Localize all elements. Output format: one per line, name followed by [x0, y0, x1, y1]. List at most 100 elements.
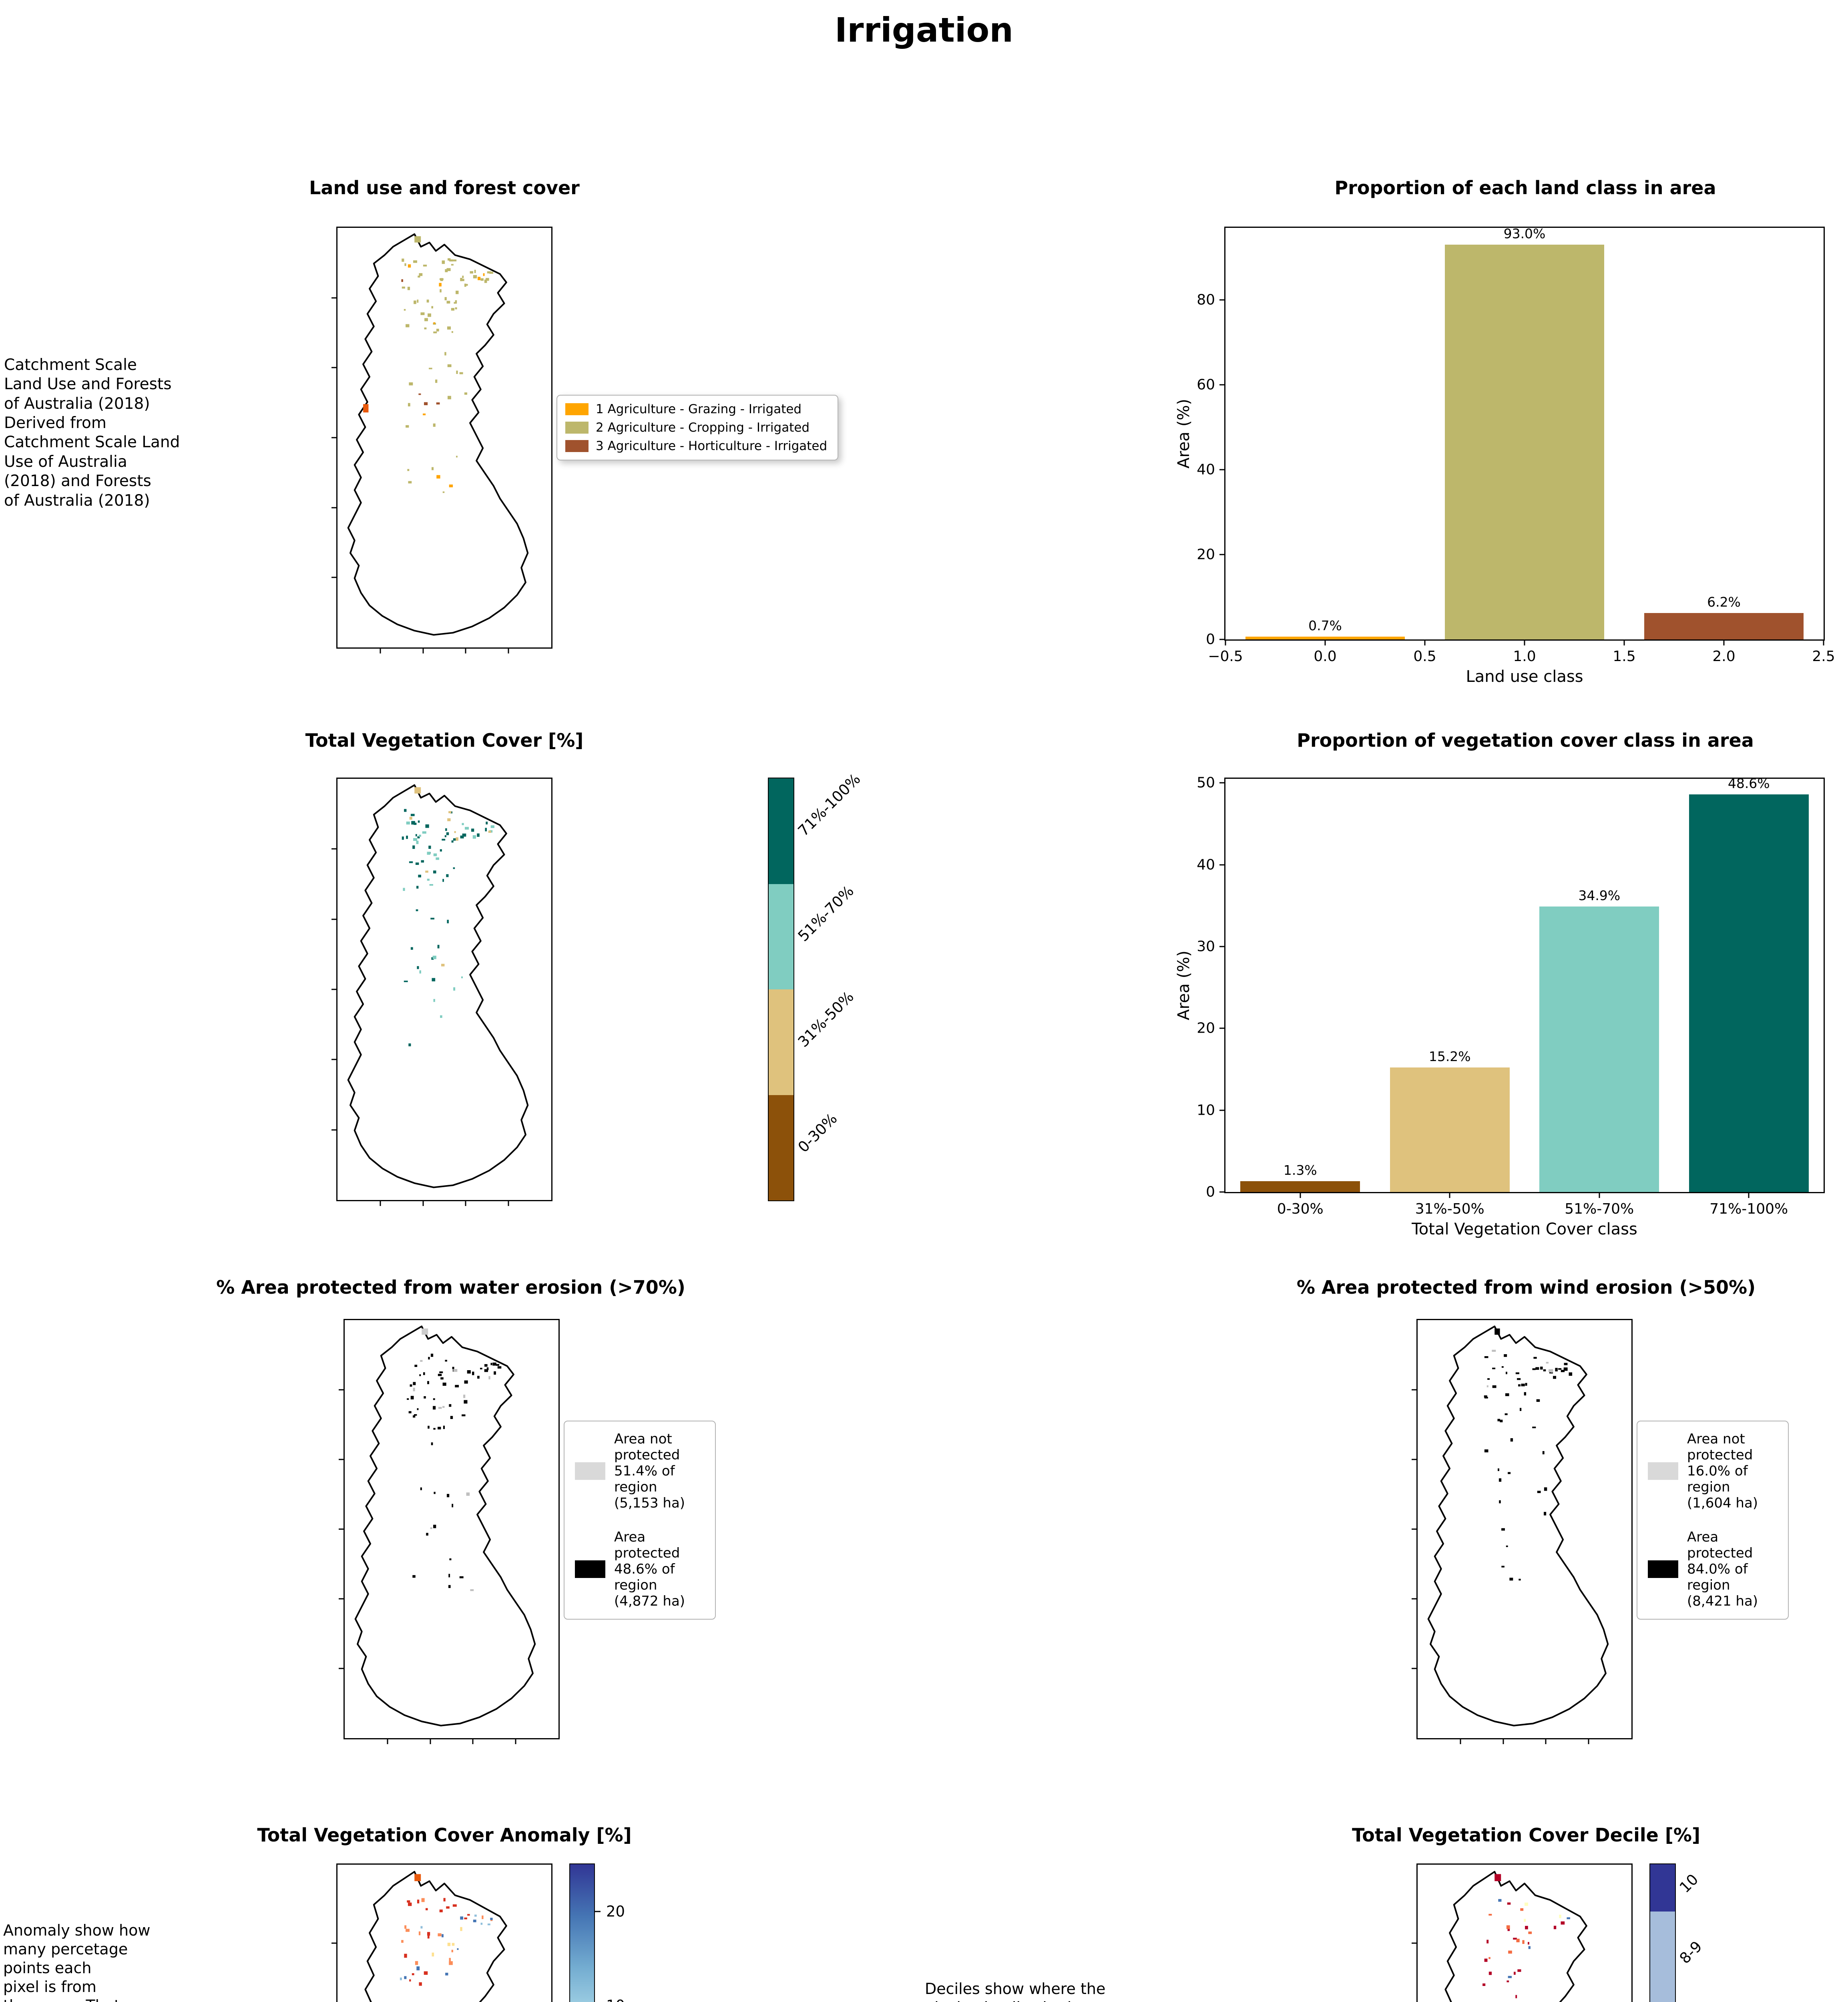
bar-value-label: 1.3% [1283, 1162, 1317, 1178]
x-tick-label: 71%-100% [1709, 1201, 1788, 1217]
decile-map [1412, 1863, 1633, 2002]
x-tick-label: 31%-50% [1415, 1201, 1484, 1217]
y-tick-label: 80 [1197, 291, 1215, 308]
map-y-tick [331, 367, 337, 368]
map-y-tick [339, 1598, 345, 1600]
map-y-tick [339, 1459, 345, 1460]
legend-label: Area not protected 16.0% of region (1,60… [1687, 1431, 1758, 1512]
colorbar-segment [769, 989, 793, 1095]
legend-entry: Area protected 84.0% of region (8,421 ha… [1648, 1529, 1778, 1610]
map-y-tick [1412, 1942, 1418, 1944]
decile-colorbar: 12-34-78-910 [1649, 1863, 1705, 2002]
colorbar-segment [769, 1095, 793, 1200]
y-tick-label: 10 [1197, 1102, 1215, 1119]
map-y-tick [331, 437, 337, 438]
colorbar-tick-label: 20 [606, 1903, 625, 1920]
x-tick-label: 1.0 [1513, 648, 1536, 665]
bar [1240, 1181, 1360, 1192]
x-tick [1623, 639, 1625, 645]
veg-cover-colorbar: 0-30% 31%-50% 51%-70% 71%-100% [768, 770, 864, 1201]
anomaly-explanation-note: Anomaly show how many percetage points e… [3, 1922, 151, 2002]
y-tick [1219, 864, 1225, 866]
bar-value-label: 0.7% [1308, 617, 1342, 633]
y-tick [1219, 639, 1225, 640]
map-x-tick [380, 1200, 381, 1206]
map-y-tick [331, 297, 337, 299]
map-x-tick [422, 647, 424, 653]
legend-swatch [575, 1462, 605, 1480]
bar [1644, 613, 1804, 639]
y-tick [1219, 1191, 1225, 1193]
map-y-tick [1412, 1668, 1418, 1669]
legend-entry: Area not protected 51.4% of region (5,15… [575, 1431, 705, 1512]
map-x-tick [508, 1200, 509, 1206]
colorbar-segment [1650, 1864, 1675, 1912]
colorbar-class-label: 10 [1676, 1870, 1702, 1896]
legend-label: 2 Agriculture - Cropping - Irrigated [596, 420, 810, 435]
legend-label: 1 Agriculture - Grazing - Irrigated [596, 402, 802, 416]
land-use-legend: 1 Agriculture - Grazing - Irrigated 2 Agr… [556, 395, 839, 460]
bar [1539, 906, 1659, 1192]
y-tick-label: 20 [1197, 1020, 1215, 1037]
bar [1689, 794, 1809, 1192]
y-tick [1219, 384, 1225, 386]
x-tick-label: 0.0 [1314, 648, 1337, 665]
x-tick-label: 2.5 [1812, 648, 1835, 665]
x-tick [1324, 639, 1326, 645]
map-x-tick [472, 1738, 474, 1744]
bar-value-label: 93.0% [1503, 226, 1546, 242]
bar-value-label: 15.2% [1428, 1049, 1471, 1065]
y-tick-label: 0 [1206, 1184, 1215, 1200]
bar [1444, 245, 1605, 639]
legend-entry: 3 Agriculture - Horticulture - Irrigated [565, 439, 827, 453]
x-tick [1524, 639, 1525, 645]
legend-entry: Area not protected 16.0% of region (1,60… [1648, 1431, 1778, 1512]
legend-entry: 1 Agriculture - Grazing - Irrigated [565, 402, 827, 416]
bar-value-label: 34.9% [1578, 887, 1621, 903]
x-tick [1599, 1192, 1600, 1198]
colorbar-class-label: 31%-50% [794, 988, 857, 1051]
legend-swatch [565, 422, 589, 434]
y-axis-label: Area (%) [1175, 399, 1193, 468]
wind-erosion-map [1412, 1319, 1633, 1744]
decile-explanation-note: Deciles show where the pixel value lies … [925, 1980, 1106, 2002]
x-tick [1225, 639, 1226, 645]
y-tick-label: 20 [1197, 546, 1215, 563]
x-axis-label: Land use class [1466, 667, 1583, 686]
map-y-tick [331, 1059, 337, 1060]
map-y-tick [331, 1942, 337, 1944]
x-tick [1748, 1192, 1750, 1198]
map-x-tick [515, 1738, 516, 1744]
bar-value-label: 6.2% [1707, 594, 1741, 610]
veg-class-chart-title: Proportion of vegetation cover class in … [1297, 730, 1754, 751]
anomaly-map-title: Total Vegetation Cover Anomaly [%] [257, 1824, 632, 1846]
map-y-tick [1412, 1598, 1418, 1600]
legend-label: 3 Agriculture - Horticulture - Irrigated [596, 439, 828, 453]
map-x-tick [422, 1200, 424, 1206]
map-x-tick [387, 1738, 388, 1744]
land-class-bar-chart: 0.7% 93.0% 6.2% 0 20 40 60 80 −0.5 0.0 0.5 1.0 1.5 2.… [1175, 226, 1835, 686]
map-y-tick [331, 577, 337, 578]
map-y-tick [331, 1129, 337, 1131]
map-y-tick [331, 507, 337, 509]
x-tick [1424, 639, 1426, 645]
x-tick [1300, 1192, 1301, 1198]
decile-map-title: Total Vegetation Cover Decile [%] [1352, 1824, 1701, 1846]
anomaly-map [331, 1863, 552, 2002]
colorbar-segment [769, 778, 793, 884]
map-x-tick [1545, 1738, 1547, 1744]
legend-swatch [565, 403, 589, 415]
y-tick [1219, 1110, 1225, 1111]
map-x-tick [1588, 1738, 1589, 1744]
map-y-tick [1412, 1528, 1418, 1530]
map-x-tick [465, 1200, 466, 1206]
colorbar-class-label: 71%-100% [794, 770, 864, 840]
y-tick [1219, 946, 1225, 947]
y-tick-label: 50 [1197, 774, 1215, 791]
colorbar-class-label: 0-30% [794, 1110, 841, 1156]
legend-swatch [1648, 1462, 1678, 1480]
y-tick-label: 40 [1197, 461, 1215, 478]
x-tick [1823, 639, 1824, 645]
map-y-tick [331, 919, 337, 920]
